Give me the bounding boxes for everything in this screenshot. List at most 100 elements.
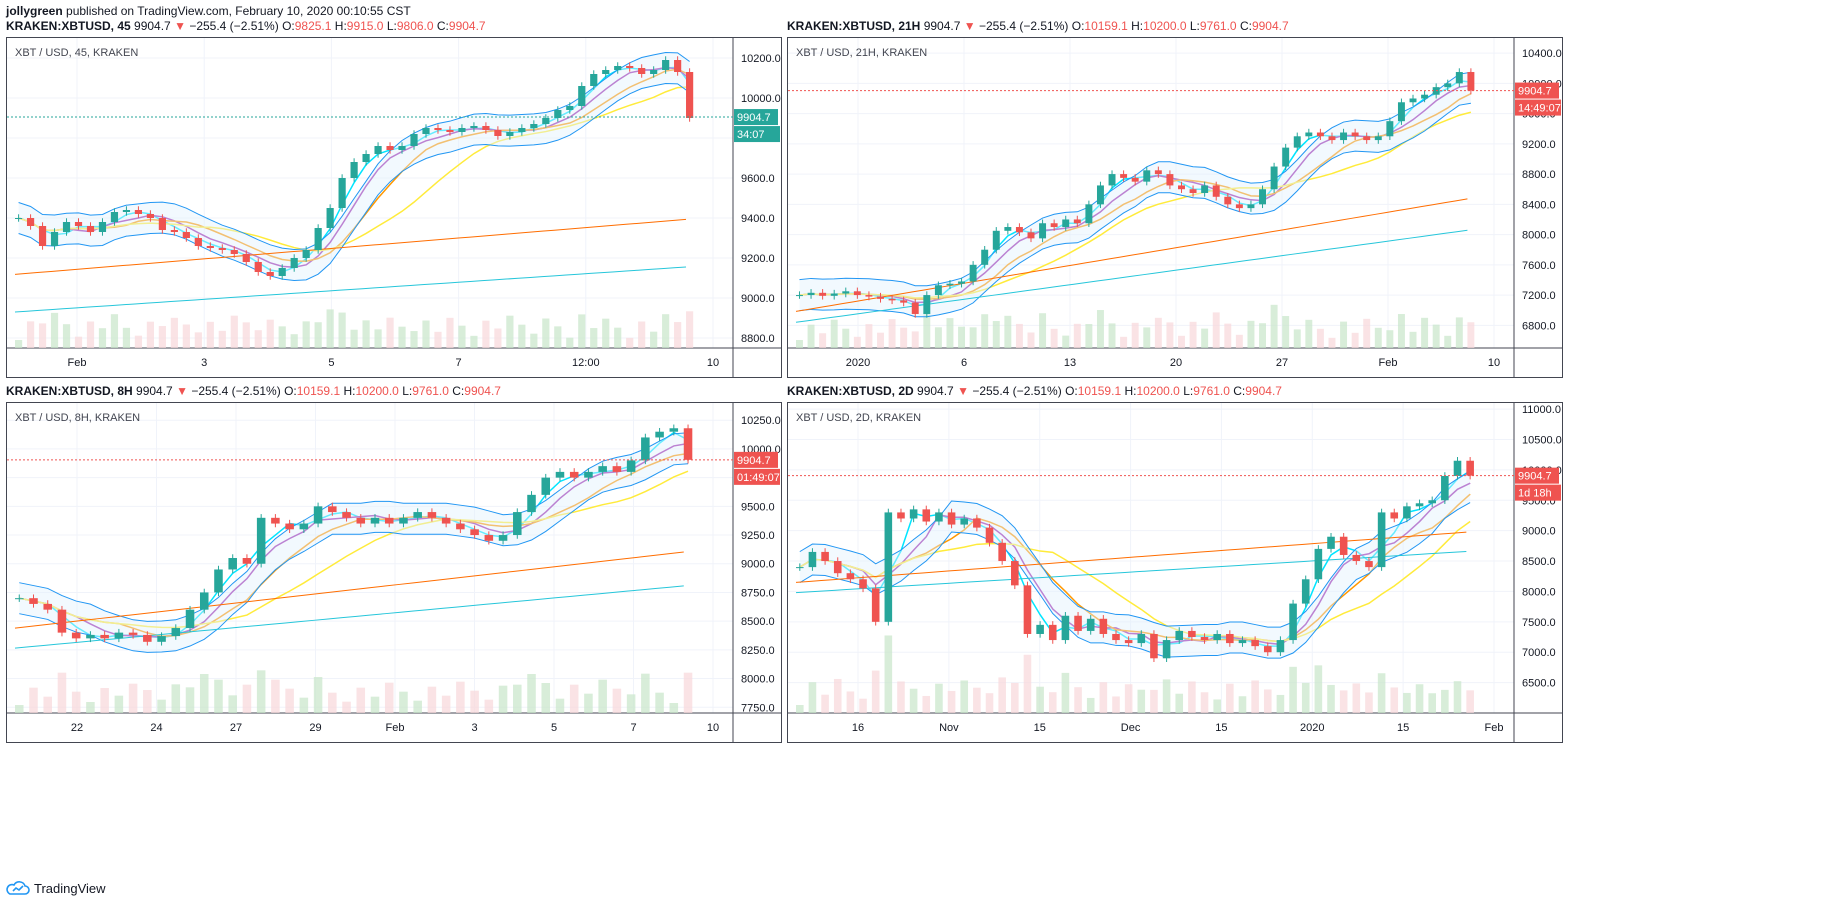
candle-body [74, 222, 83, 226]
candle-body [506, 132, 514, 136]
candle-body [1224, 196, 1232, 205]
x-tick-label: 10 [707, 722, 719, 734]
low-label: L: [1189, 19, 1200, 33]
candle-body [650, 70, 658, 74]
ema200-line [14, 218, 687, 275]
y-tick-label: 7500.0 [1522, 617, 1556, 629]
volume-bar [427, 686, 437, 713]
volume-bar [530, 333, 538, 348]
panel-header-1: KRAKEN:XBTUSD, 45 9904.7 ▼ −255.4 (−2.51… [6, 19, 486, 33]
candle-body [1466, 460, 1474, 476]
candle-body [1441, 475, 1449, 501]
candle-body [266, 272, 274, 276]
price-change: −255.4 (−2.51%) [189, 19, 279, 33]
volume-bar [158, 326, 166, 348]
volume-bar [254, 330, 262, 348]
volume-bar [1453, 681, 1462, 713]
volume-bar [1351, 332, 1359, 348]
volume-bar [1137, 689, 1146, 713]
chart-panel-45[interactable]: 10200.010000.09800.09600.09400.09200.090… [6, 37, 782, 378]
volume-bar [398, 326, 406, 348]
candle-body [146, 214, 154, 218]
candle-body [62, 222, 71, 232]
volume-bar [157, 699, 166, 713]
chart-svg: 10250.010000.09750.09500.09250.09000.087… [7, 403, 781, 742]
published-text: published on TradingView.com, February 1… [66, 4, 411, 18]
candle-body [946, 283, 954, 286]
volume-bar [821, 694, 829, 713]
volume-bar [338, 312, 346, 348]
candle-body [441, 517, 451, 524]
volume-bar [1390, 687, 1399, 713]
tradingview-logo[interactable]: TradingView [6, 880, 106, 896]
x-tick-label: 10 [707, 357, 719, 369]
band-upper-line [799, 471, 1471, 628]
volume-bar [370, 696, 380, 713]
volume-bar [214, 679, 223, 713]
band-upper-line [18, 51, 690, 251]
candle-body [128, 632, 138, 635]
y-tick-label: 9600.0 [741, 173, 775, 185]
candle-body [299, 523, 309, 530]
candle-body [290, 258, 298, 268]
candle-body [1247, 204, 1255, 209]
candle-body [669, 428, 679, 432]
volume-bar [598, 679, 607, 713]
candle-body [1150, 633, 1158, 659]
candle-body [1282, 147, 1290, 167]
candle-body [456, 523, 465, 530]
volume-bar [614, 327, 622, 348]
candle-body [370, 517, 380, 524]
volume-bar [1143, 327, 1151, 348]
countdown-tag [1515, 484, 1561, 501]
x-tick-label: 29 [309, 722, 321, 734]
candle-body [992, 230, 1000, 250]
candle-body [1352, 554, 1361, 562]
candle-body [569, 471, 579, 478]
volume-bar [981, 314, 989, 348]
volume-bar [1340, 321, 1348, 348]
volume-bar [143, 690, 152, 713]
volume-bar [71, 691, 81, 713]
volume-bar [110, 314, 119, 348]
candle-body [1074, 615, 1082, 631]
candle-body [1314, 548, 1323, 580]
volume-bar [1238, 696, 1247, 713]
x-tick-label: 13 [1064, 357, 1076, 369]
y-tick-label: 8250.0 [741, 645, 775, 657]
volume-bar [1432, 324, 1440, 348]
chart-panel-2d[interactable]: 11000.010500.010000.09500.09000.08500.08… [787, 402, 1563, 743]
candle-body [871, 588, 880, 622]
close-value: 9904.7 [464, 384, 501, 398]
band-fill [19, 432, 689, 653]
volume-bar [1415, 684, 1424, 713]
volume-bar [498, 685, 508, 713]
author-name[interactable]: jollygreen [6, 4, 63, 18]
candle-body [1023, 585, 1032, 634]
candle-body [470, 529, 479, 536]
volume-bar [578, 314, 586, 348]
low-value: 9806.0 [396, 19, 434, 33]
volume-bar [230, 315, 238, 348]
volume-bar [1015, 323, 1023, 348]
candle-body [1453, 460, 1462, 476]
volume-bar [1441, 689, 1449, 713]
volume-bar [1201, 328, 1209, 348]
volume-bar [242, 322, 250, 348]
x-tick-label: 2020 [846, 357, 870, 369]
volume-bar [422, 320, 430, 348]
chart-panel-8h[interactable]: 10250.010000.09750.09500.09250.09000.087… [6, 402, 782, 743]
chart-panel-21h[interactable]: 10400.010000.09600.09200.08800.08400.080… [787, 37, 1563, 378]
price-tag [734, 109, 778, 126]
candle-body [100, 634, 109, 639]
chart-svg: 11000.010500.010000.09500.09000.08500.08… [788, 403, 1562, 742]
candle-body [566, 106, 574, 110]
volume-bar [669, 703, 679, 713]
volume-bar [830, 319, 838, 348]
volume-bar [796, 705, 804, 713]
volume-bar [833, 678, 842, 713]
candle-body [555, 471, 565, 478]
volume-bar [1061, 672, 1070, 713]
price-change: −255.4 (−2.51%) [978, 19, 1069, 33]
volume-bar [1112, 696, 1120, 713]
